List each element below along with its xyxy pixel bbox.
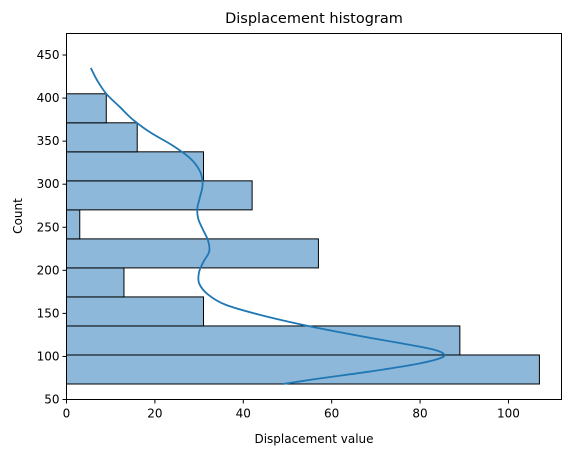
x-tick-label: 60 [324, 407, 339, 421]
y-tick-label: 200 [37, 263, 60, 277]
histogram-bar [66, 354, 540, 385]
y-tick-label: 150 [37, 306, 60, 320]
histogram-bar [66, 238, 319, 269]
histogram-bar [66, 209, 81, 240]
y-tick-label: 50 [44, 393, 59, 407]
y-tick-label: 450 [37, 48, 60, 62]
y-axis-label: Count [11, 198, 25, 234]
x-tick-label: 20 [147, 407, 162, 421]
y-tick-label: 400 [37, 91, 60, 105]
x-axis-label: Displacement value [254, 432, 373, 446]
histogram-bar [66, 151, 205, 182]
y-tick-label: 300 [37, 177, 60, 191]
bar-group [66, 93, 540, 385]
histogram-bar [66, 296, 205, 327]
y-tick-label: 100 [37, 349, 60, 363]
y-tick-label: 250 [37, 220, 60, 234]
histogram-bar [66, 93, 107, 124]
x-axis-ticks: 0 20 40 60 80 100 [63, 399, 520, 421]
histogram-bar [66, 325, 461, 356]
kde-line [90, 67, 446, 385]
plot-frame [66, 33, 562, 400]
histogram-bar [66, 180, 253, 211]
histogram-bar [66, 267, 125, 298]
y-tick-label: 350 [37, 134, 60, 148]
x-tick-label: 100 [497, 407, 520, 421]
chart-title: Displacement histogram [225, 11, 403, 27]
y-axis-ticks: 50 100 150 200 250 300 350 400 450 [37, 48, 67, 407]
histogram-bar [66, 122, 138, 153]
x-tick-label: 40 [236, 407, 251, 421]
x-tick-label: 0 [63, 407, 71, 421]
x-tick-label: 80 [412, 407, 427, 421]
